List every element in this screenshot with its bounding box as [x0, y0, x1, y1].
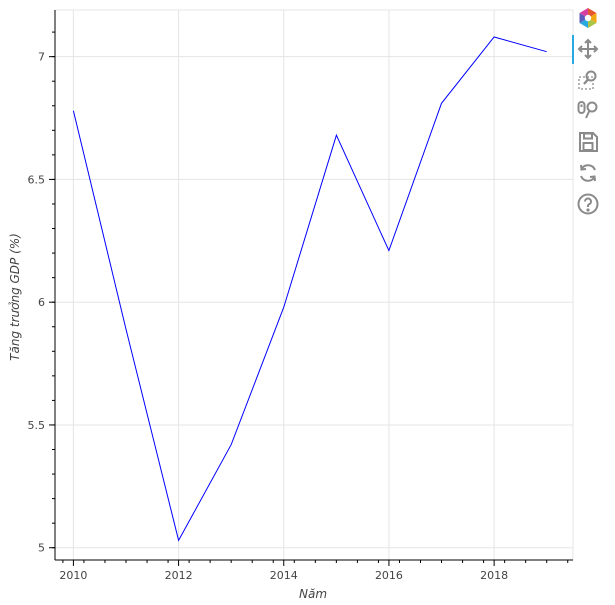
x-axis-title: Năm — [299, 587, 327, 601]
bokeh-logo-icon[interactable] — [576, 6, 600, 30]
grid — [55, 10, 573, 560]
active-tool-indicator — [572, 35, 574, 64]
axes — [54, 10, 573, 561]
x-ticks: 2010 2012 2014 2016 2018 — [59, 560, 569, 582]
x-tick-label: 2016 — [375, 569, 403, 582]
y-tick-label: 6.5 — [28, 173, 46, 186]
y-tick-label: 7 — [38, 51, 45, 64]
series-line — [72, 36, 547, 542]
help-icon[interactable] — [576, 192, 600, 216]
x-tick-label: 2010 — [59, 569, 87, 582]
series-lines — [72, 36, 547, 542]
pan-icon[interactable] — [576, 37, 600, 61]
y-tick-label: 6 — [38, 296, 45, 309]
x-tick-label: 2012 — [165, 569, 193, 582]
plot-frame — [54, 9, 574, 561]
chart-toolbar — [572, 6, 612, 226]
x-tick-label: 2018 — [480, 569, 508, 582]
x-tick-label: 2014 — [270, 569, 298, 582]
box-zoom-icon[interactable] — [576, 68, 600, 92]
save-icon[interactable] — [576, 130, 600, 154]
y-tick-label: 5 — [38, 542, 45, 555]
y-axis-title: Tăng trưởng GDP (%) — [8, 233, 22, 361]
y-ticks: 5 5.5 6 6.5 7 — [28, 31, 55, 555]
wheel-zoom-icon[interactable] — [576, 99, 600, 123]
reset-icon[interactable] — [576, 161, 600, 185]
y-tick-label: 5.5 — [28, 419, 46, 432]
